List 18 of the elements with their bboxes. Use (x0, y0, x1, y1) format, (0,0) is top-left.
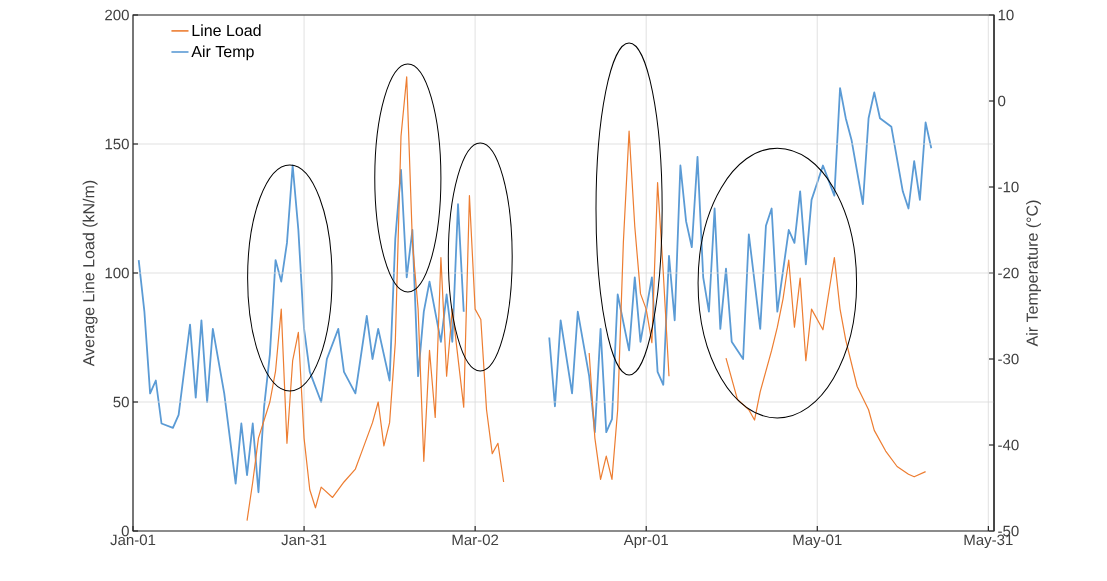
y-tick-label: 150 (105, 138, 129, 150)
y2-tick-label: -40 (998, 439, 1019, 451)
x-tick-label: Mar-02 (452, 534, 499, 546)
x-tick-label: May-01 (793, 534, 842, 549)
y-tick-label: 100 (105, 267, 129, 279)
legend-label: Air Temp (191, 45, 254, 61)
y-tick-label: 200 (105, 9, 129, 21)
y2-tick-label: 10 (998, 9, 1014, 21)
y2-tick-label: 0 (998, 95, 1006, 107)
x-tick-label: Jan-31 (281, 534, 327, 546)
y-tick-label: 50 (113, 396, 129, 408)
y2-tick-label: -20 (998, 267, 1019, 279)
y2-tick-label: -10 (998, 181, 1019, 193)
y-axis-title: Average Line Load (kN/m) (82, 180, 98, 367)
legend-label: Line Load (192, 24, 261, 37)
y2-tick-label: -30 (998, 353, 1019, 365)
y2-axis-title: Air Temperature (°C) (1026, 200, 1042, 347)
x-tick-label: Apr-01 (623, 534, 668, 549)
